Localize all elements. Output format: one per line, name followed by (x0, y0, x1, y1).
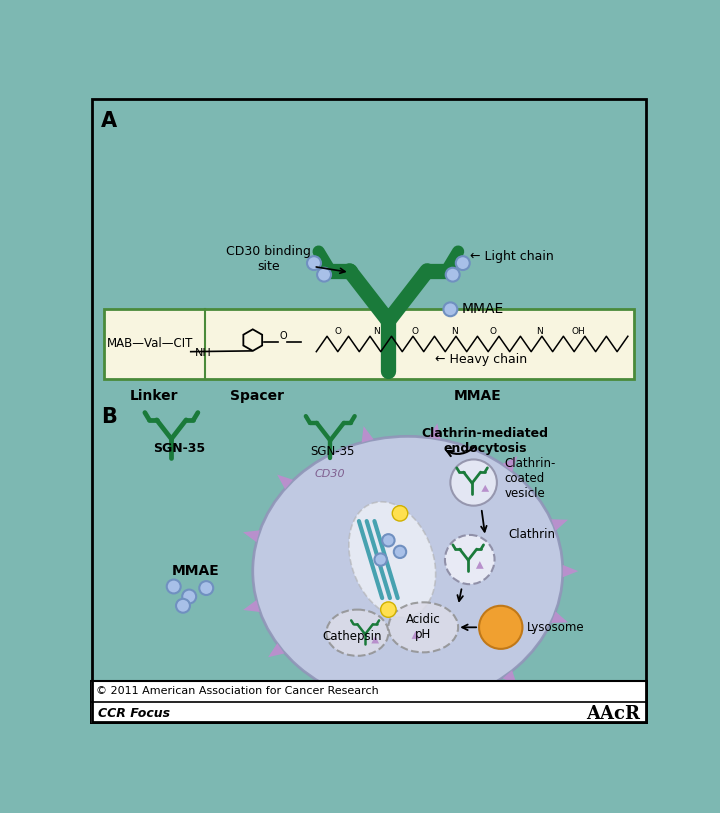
Polygon shape (372, 636, 379, 644)
Text: ← Light chain: ← Light chain (469, 250, 554, 263)
Text: NH: NH (194, 348, 212, 359)
Circle shape (167, 580, 181, 593)
Circle shape (444, 302, 457, 316)
Text: N: N (374, 327, 380, 336)
Text: O: O (412, 327, 419, 336)
Text: MMAE: MMAE (454, 389, 501, 403)
Circle shape (479, 606, 523, 649)
Text: OH: OH (572, 327, 585, 336)
Polygon shape (428, 424, 441, 440)
Polygon shape (503, 671, 518, 686)
Polygon shape (415, 705, 428, 720)
Polygon shape (243, 600, 260, 612)
Polygon shape (268, 643, 284, 657)
Text: Cathepsin: Cathepsin (323, 630, 382, 643)
Text: Lysosome: Lysosome (527, 621, 585, 634)
Text: CD30 binding
site: CD30 binding site (226, 246, 345, 273)
Circle shape (182, 589, 196, 603)
Text: CD30: CD30 (315, 469, 346, 480)
Polygon shape (482, 485, 489, 492)
Polygon shape (503, 456, 518, 472)
Ellipse shape (253, 437, 563, 706)
Polygon shape (277, 475, 293, 489)
Text: B: B (101, 407, 117, 427)
Text: Clathrin-
coated
vesicle: Clathrin- coated vesicle (505, 457, 556, 500)
Text: Acidic
pH: Acidic pH (406, 613, 441, 641)
Text: N: N (451, 327, 458, 336)
Text: ← Heavy chain: ← Heavy chain (435, 353, 527, 366)
Text: AAcR: AAcR (586, 705, 640, 723)
Circle shape (446, 267, 459, 281)
Polygon shape (476, 561, 484, 569)
Text: CCR Focus: CCR Focus (98, 707, 170, 720)
Polygon shape (243, 530, 260, 542)
Circle shape (317, 267, 331, 281)
Text: Linker: Linker (130, 389, 178, 403)
Text: O: O (490, 327, 497, 336)
Text: MAB—Val—CIT: MAB—Val—CIT (107, 337, 194, 350)
Text: Spacer: Spacer (230, 389, 284, 403)
Circle shape (392, 506, 408, 521)
Bar (104, 309, 634, 379)
Text: O: O (335, 327, 341, 336)
Circle shape (445, 535, 495, 585)
Ellipse shape (326, 610, 388, 656)
Polygon shape (552, 611, 568, 623)
Circle shape (307, 256, 321, 270)
Polygon shape (552, 520, 568, 531)
Circle shape (199, 581, 213, 595)
Circle shape (176, 599, 190, 613)
Text: N: N (536, 327, 543, 336)
Polygon shape (361, 426, 374, 442)
Circle shape (381, 602, 396, 617)
Text: MMAE: MMAE (462, 302, 503, 316)
Bar (90, 681, 648, 724)
Polygon shape (336, 690, 348, 707)
Text: MMAE: MMAE (171, 564, 219, 578)
Polygon shape (563, 565, 578, 577)
Text: Clathrin: Clathrin (508, 528, 556, 541)
Text: SGN-35: SGN-35 (153, 442, 206, 455)
Ellipse shape (388, 602, 458, 652)
Circle shape (456, 256, 469, 270)
Circle shape (374, 554, 387, 566)
Polygon shape (412, 631, 419, 639)
Text: SGN-35: SGN-35 (310, 446, 354, 459)
Circle shape (451, 459, 497, 506)
Circle shape (394, 546, 406, 558)
Ellipse shape (349, 502, 436, 617)
Circle shape (382, 534, 395, 546)
Text: O: O (279, 331, 287, 341)
Text: Clathrin-mediated
endocytosis: Clathrin-mediated endocytosis (422, 427, 549, 455)
Text: © 2011 American Association for Cancer Research: © 2011 American Association for Cancer R… (96, 686, 379, 696)
Text: A: A (101, 111, 117, 132)
